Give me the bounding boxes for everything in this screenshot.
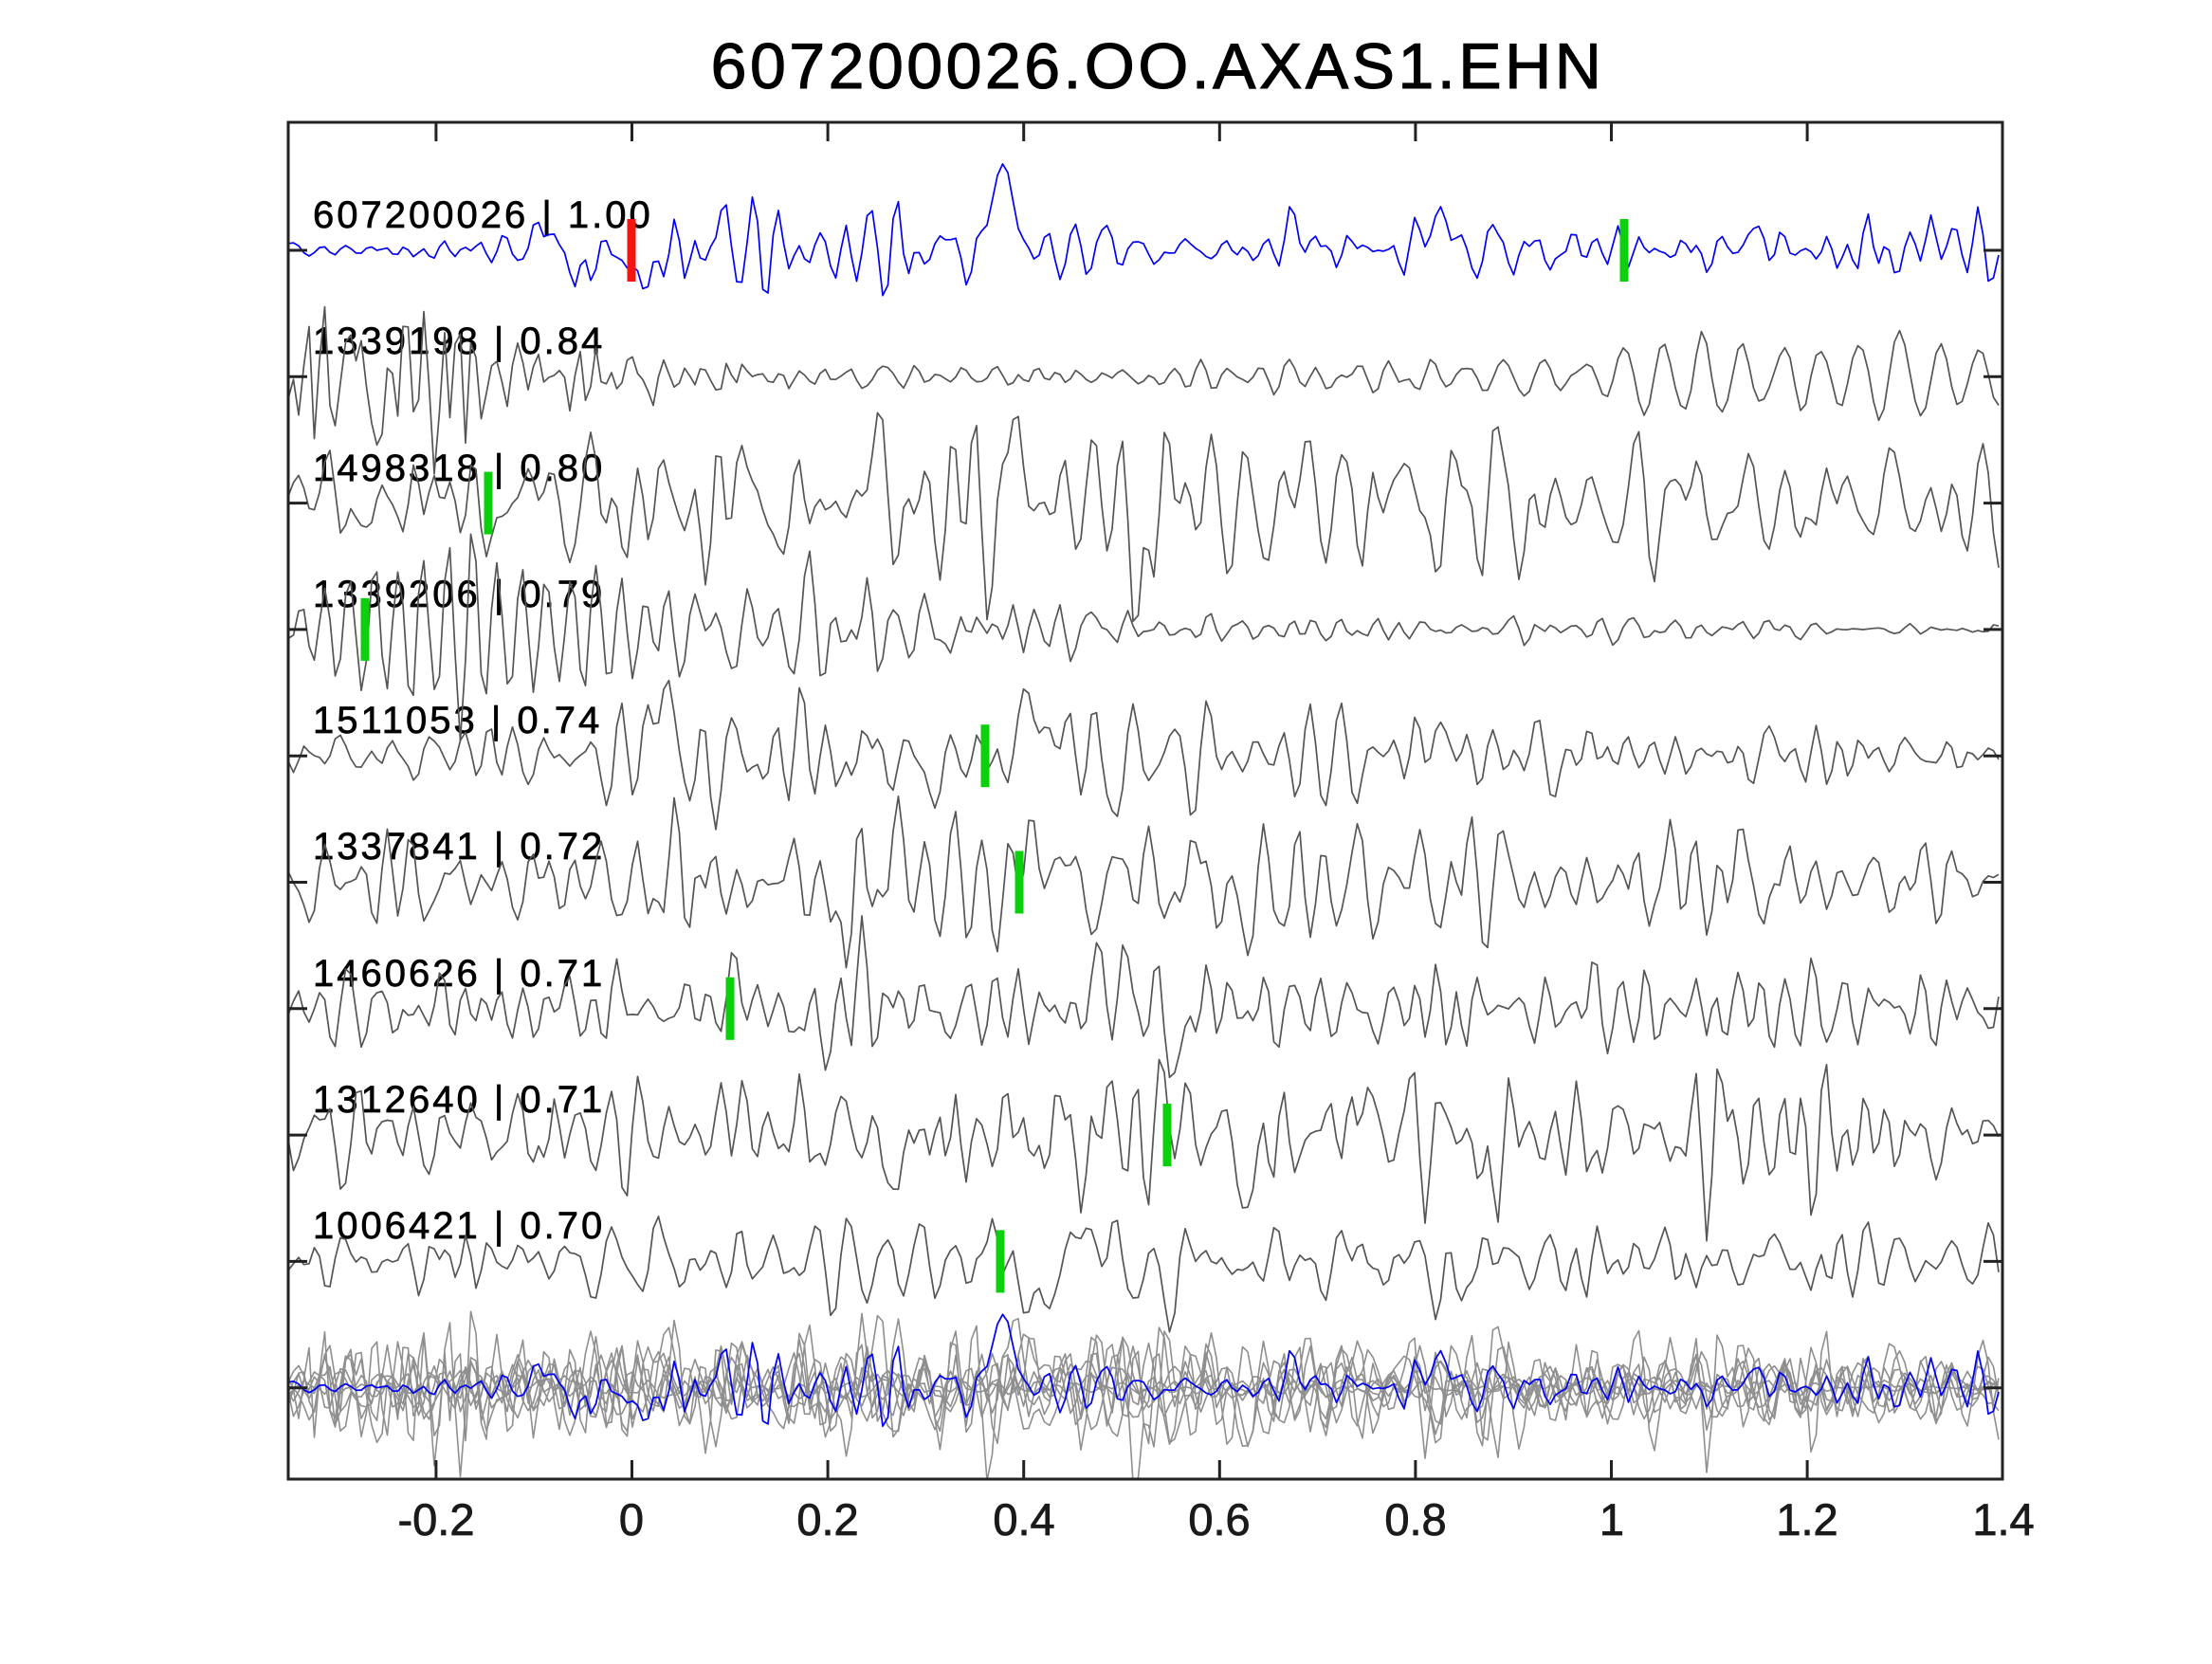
svg-text:1.4: 1.4 xyxy=(1972,1494,2034,1545)
svg-text:607200026.OO.AXAS1.EHN: 607200026.OO.AXAS1.EHN xyxy=(711,30,1605,102)
svg-text:1.2: 1.2 xyxy=(1776,1494,1837,1545)
svg-text:0.6: 0.6 xyxy=(1188,1494,1250,1545)
svg-text:0.8: 0.8 xyxy=(1384,1494,1446,1545)
svg-text:0.4: 0.4 xyxy=(993,1494,1054,1545)
svg-text:1: 1 xyxy=(1600,1494,1624,1545)
svg-text:1339206 | 0.79: 1339206 | 0.79 xyxy=(313,574,605,615)
svg-text:607200026 | 1.00: 607200026 | 1.00 xyxy=(313,194,653,236)
svg-text:1006421 | 0.70: 1006421 | 0.70 xyxy=(313,1205,605,1247)
svg-text:1312640 | 0.71: 1312640 | 0.71 xyxy=(313,1079,605,1121)
svg-text:0.2: 0.2 xyxy=(796,1494,858,1545)
svg-text:0: 0 xyxy=(619,1494,644,1545)
svg-text:1511053 | 0.74: 1511053 | 0.74 xyxy=(313,700,602,741)
svg-text:1337841 | 0.72: 1337841 | 0.72 xyxy=(313,826,605,868)
svg-text:1460626 | 0.71: 1460626 | 0.71 xyxy=(313,953,605,995)
svg-text:1498318 | 0.80: 1498318 | 0.80 xyxy=(313,448,605,489)
svg-text:-0.2: -0.2 xyxy=(398,1494,475,1545)
